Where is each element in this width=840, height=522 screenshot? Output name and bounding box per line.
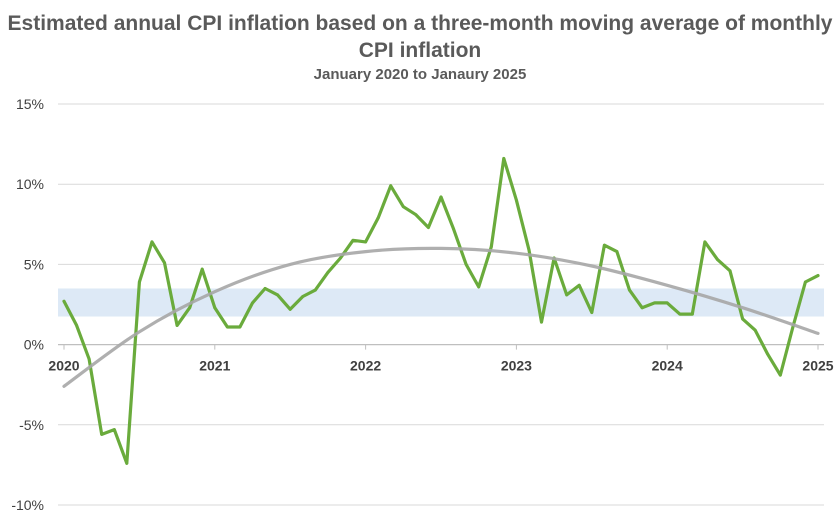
cpi-data-point: [728, 269, 732, 273]
cpi-data-point: [389, 184, 393, 188]
cpi-data-point: [565, 293, 569, 297]
y-tick-label: 0%: [24, 337, 44, 353]
cpi-data-point: [766, 352, 770, 356]
cpi-data-point: [200, 267, 204, 271]
cpi-data-point: [326, 271, 330, 274]
cpi-data-point: [540, 320, 543, 324]
cpi-data-point: [364, 240, 367, 244]
cpi-data-point: [238, 325, 242, 329]
cpi-data-point: [301, 295, 305, 298]
cpi-data-point: [502, 157, 506, 160]
cpi-data-point: [163, 261, 166, 265]
cpi-data-point: [313, 288, 317, 292]
cpi-data-point: [427, 226, 430, 229]
x-tick-label: 2024: [652, 358, 683, 374]
cpi-data-point: [150, 240, 154, 244]
chart-title: Estimated annual CPI inflation based on …: [7, 12, 833, 62]
cpi-data-point: [225, 325, 229, 329]
cpi-data-point: [376, 216, 380, 220]
cpi-data-point: [452, 227, 455, 231]
cpi-data-point: [464, 263, 468, 266]
cpi-data-point: [653, 301, 657, 305]
cpi-data-point: [351, 238, 355, 242]
cpi-data-point: [87, 357, 91, 361]
cpi-data-point: [188, 306, 192, 310]
cpi-data-point: [678, 312, 682, 316]
y-tick-label: 5%: [24, 256, 44, 272]
y-tick-label: -10%: [11, 497, 44, 513]
cpi-data-point: [615, 250, 619, 253]
y-tick-label: -5%: [19, 417, 44, 433]
cpi-data-point: [590, 311, 594, 314]
cpi-data-point: [112, 428, 116, 432]
cpi-data-point: [716, 258, 719, 261]
cpi-data-point: [741, 317, 744, 321]
cpi-data-point: [75, 323, 78, 327]
cpi-data-point: [339, 256, 342, 260]
cpi-data-point: [690, 312, 694, 316]
y-tick-label: 10%: [16, 176, 44, 192]
cpi-data-point: [276, 293, 280, 297]
x-tick-label: 2025: [802, 358, 833, 374]
cpi-data-point: [628, 288, 631, 292]
cpi-data-point: [816, 274, 820, 278]
cpi-data-point: [288, 307, 292, 311]
cpi-data-point: [527, 248, 531, 252]
cpi-data-point: [100, 433, 104, 436]
cpi-data-point: [489, 245, 493, 249]
cpi-data-point: [263, 287, 267, 290]
trend-line: [62, 246, 820, 388]
x-tick-label: 2022: [350, 358, 381, 374]
cpi-data-point: [439, 195, 443, 199]
x-tick-label: 2020: [48, 358, 79, 374]
cpi-data-point: [477, 285, 481, 289]
cpi-data-point: [515, 198, 518, 202]
cpi-data-point: [414, 213, 418, 217]
y-tick-label: 15%: [16, 96, 44, 112]
cpi-data-point: [577, 283, 581, 287]
cpi-data-point: [602, 243, 606, 247]
cpi-data-point: [401, 205, 405, 209]
cpi-data-point: [251, 301, 254, 305]
cpi-data-point: [125, 461, 129, 465]
x-tick-label: 2021: [199, 358, 230, 374]
cpi-data-point: [640, 306, 644, 310]
cpi-data-point: [175, 323, 179, 327]
cpi-data-point: [778, 373, 782, 377]
x-tick-label: 2023: [501, 358, 532, 374]
chart-subtitle: January 2020 to Janaury 2025: [313, 66, 527, 83]
cpi-data-point: [138, 280, 141, 284]
cpi-data-point: [753, 328, 757, 332]
cpi-data-point: [213, 306, 217, 310]
cpi-data-point: [665, 301, 669, 305]
cpi-data-point: [703, 240, 707, 244]
cpi-data-point: [804, 280, 807, 284]
cpi-data-point: [62, 299, 66, 303]
